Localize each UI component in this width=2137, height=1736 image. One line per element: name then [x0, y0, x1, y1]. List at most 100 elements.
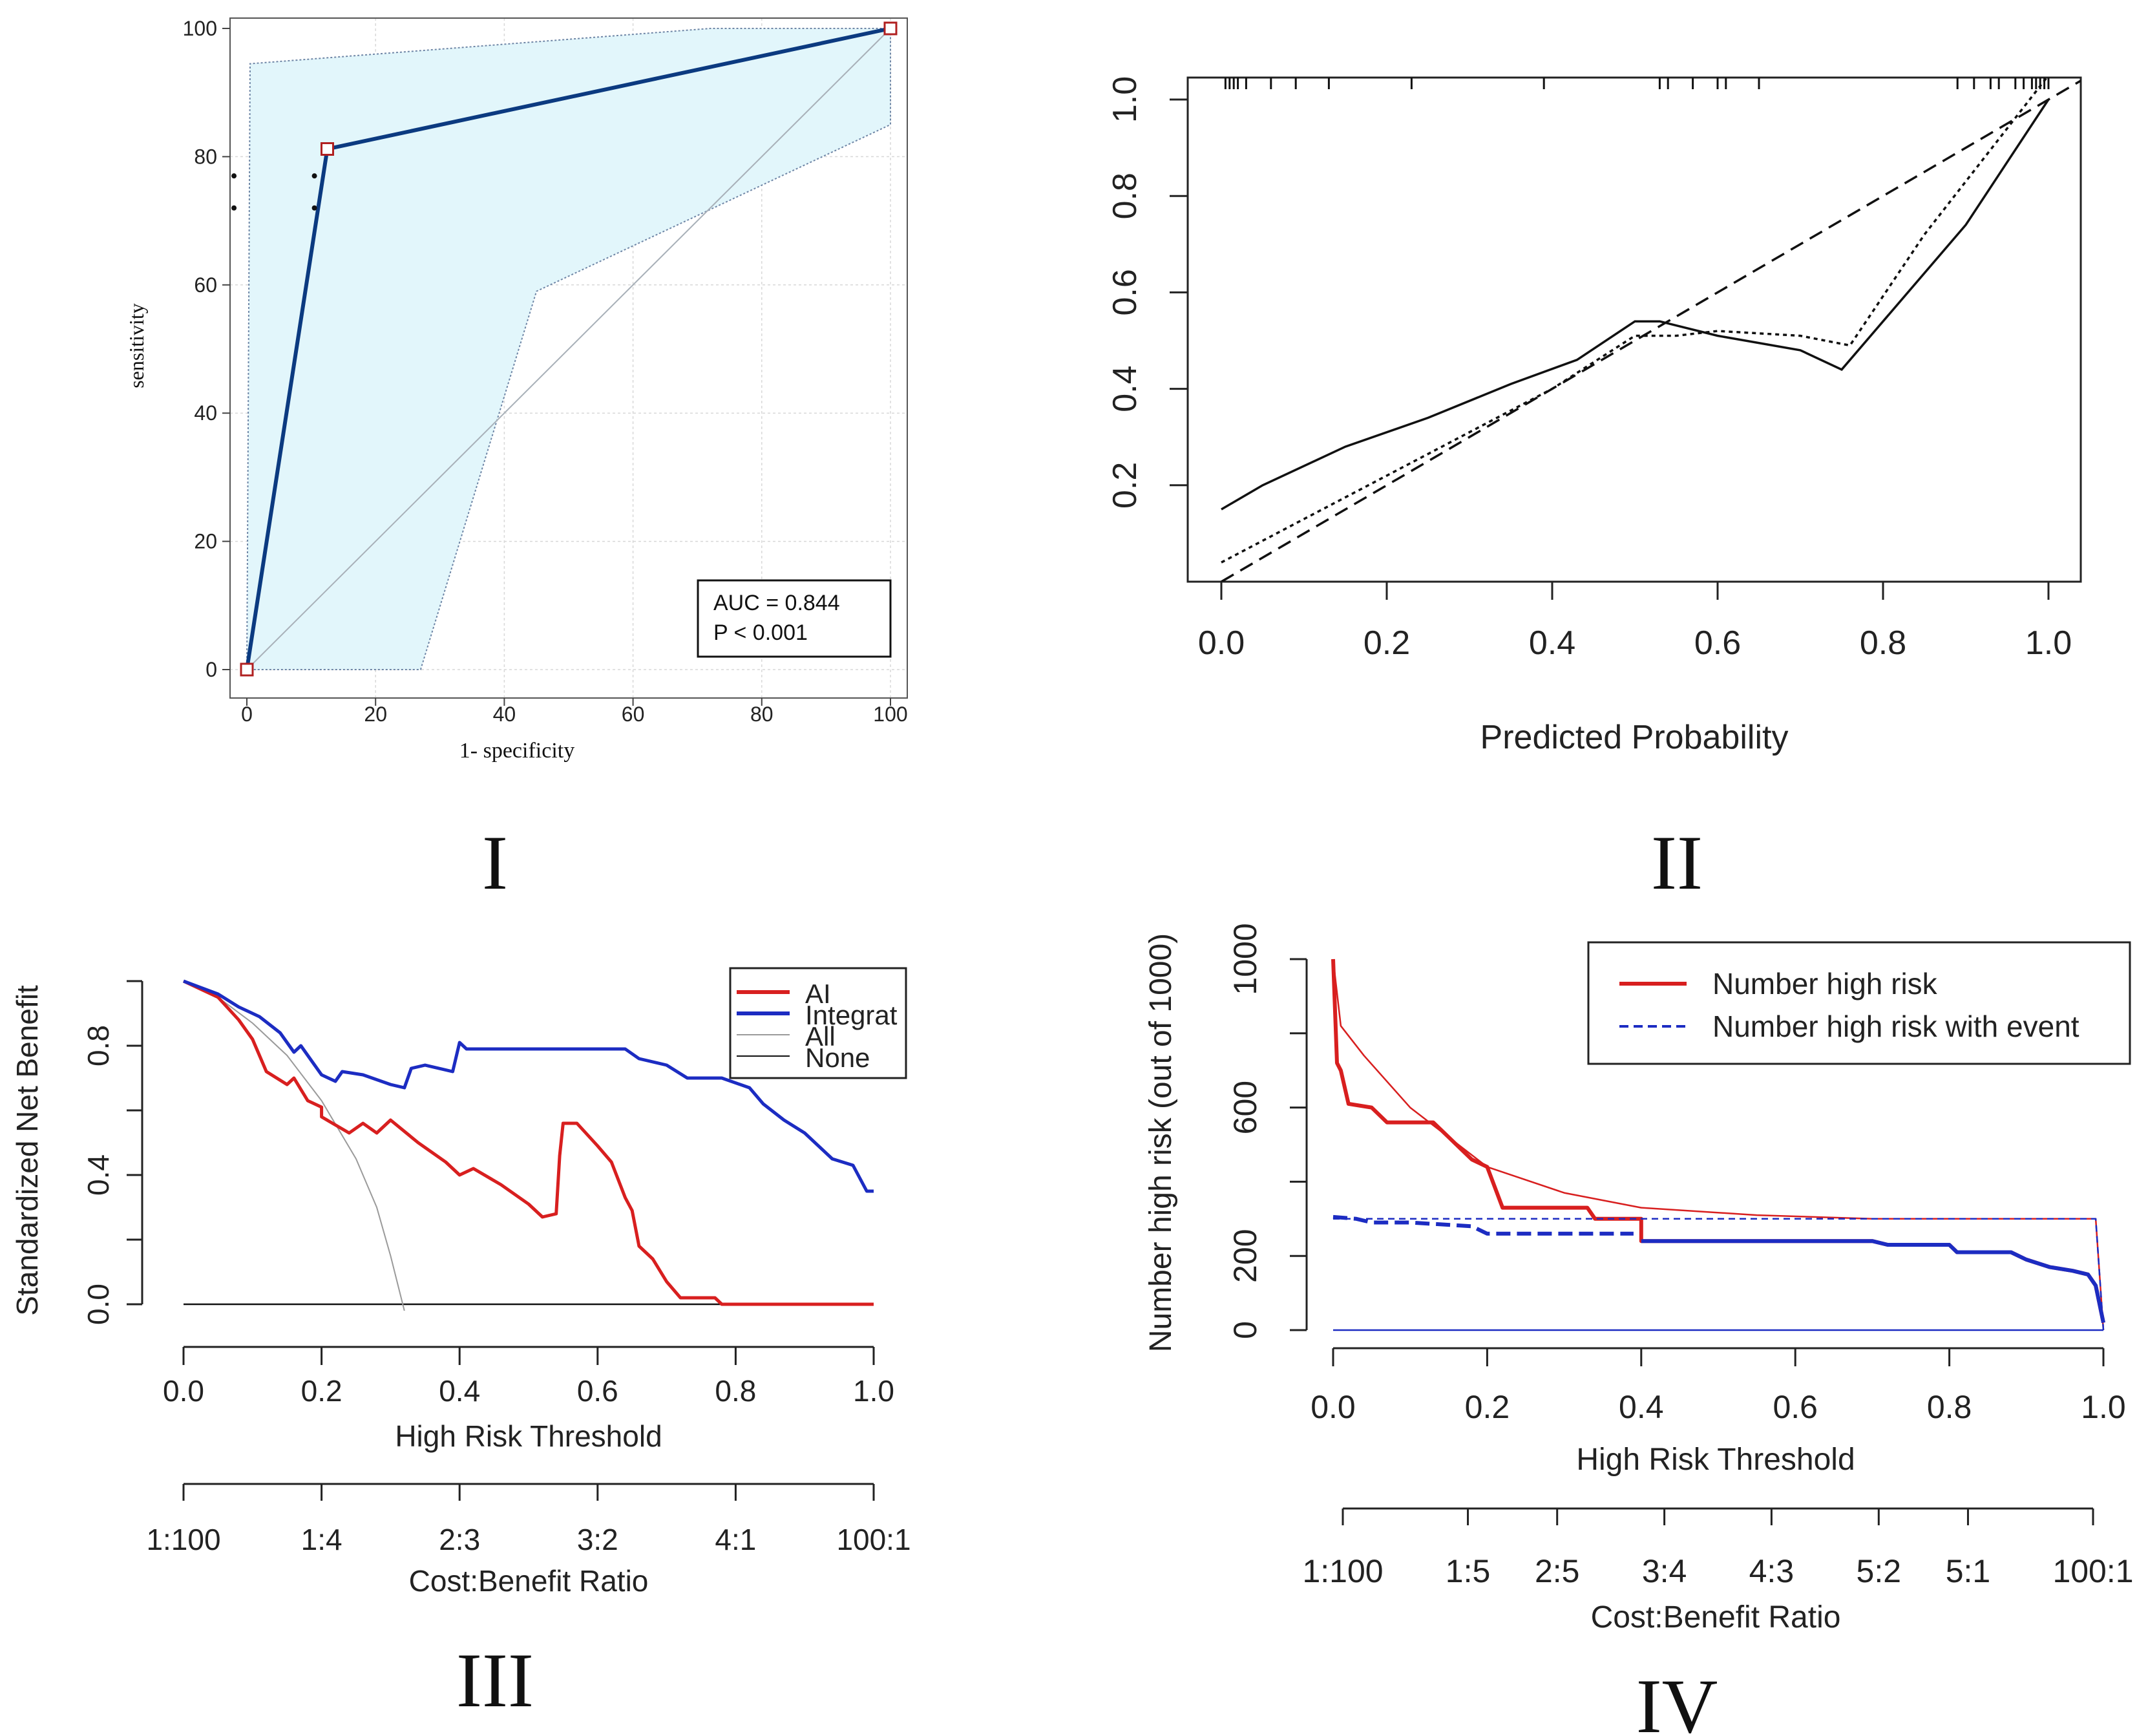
calibration-x-axis-label: Predicted Probability: [1480, 719, 1789, 756]
calibration-y-tick-label-0-8: 0.8: [1106, 173, 1144, 219]
roc-x-tick-label-40: 40: [493, 703, 516, 726]
dca-cost-benefit-tick-label-0: 1:100: [146, 1523, 220, 1556]
dca-line-all: [183, 980, 405, 1311]
roc-y-tick-label-100: 100: [183, 17, 217, 40]
panel-decision-curve: 0.0 0.2 0.4 0.6 0.8 1.0 0.0 0.4 0.8 High Risk Th…: [10, 967, 911, 1723]
roc-dot-0: [231, 173, 237, 179]
dca-cost-benefit-label: Cost:Benefit Ratio: [409, 1564, 649, 1598]
roc-x-tick-label-100: 100: [873, 703, 907, 726]
impact-cost-benefit-tick-label-7: 100:1: [2052, 1553, 2133, 1589]
roc-x-tick-label-60: 60: [622, 703, 645, 726]
calibration-x-tick-label-0-8: 0.8: [1860, 624, 1906, 662]
calibration-x-tick-label-0-6: 0.6: [1694, 624, 1741, 662]
dca-cost-benefit-tick-label-3: 3:2: [577, 1523, 618, 1556]
impact-y-tick-label-1000: 1000: [1227, 923, 1263, 995]
dca-legend: [729, 967, 907, 1079]
auc-annotation-line2: P < 0.001: [713, 620, 808, 645]
impact-x-tick-label-0-6: 0.6: [1773, 1389, 1818, 1425]
roc-y-tick-label-60: 60: [194, 273, 217, 297]
roc-y-tick-label-20: 20: [194, 530, 217, 553]
dca-cost-benefit-tick-label-1: 1:4: [301, 1523, 342, 1556]
impact-x-axis-label: High Risk Threshold: [1576, 1443, 1855, 1477]
impact-y-axis-label: Number high risk (out of 1000): [1144, 933, 1178, 1352]
impact-line-number-high-risk-thin: [1332, 958, 2105, 1331]
roc-point-marker-1: [321, 142, 334, 156]
calibration-y-tick-label-0-6: 0.6: [1106, 269, 1144, 315]
legend-none-label: None: [805, 1043, 870, 1073]
calibration-plot-frame: [1186, 76, 2082, 583]
impact-line-number-high-risk-with-event-steps: [1641, 1239, 2105, 1324]
dca-line-integrat: [183, 979, 874, 1193]
dca-x-tick-label-0-8: 0.8: [715, 1374, 756, 1408]
impact-cost-benefit-tick-label-5: 5:2: [1857, 1553, 1902, 1589]
roc-x-tick-label-80: 80: [750, 703, 774, 726]
impact-y-tick-label-0: 0: [1227, 1321, 1263, 1339]
dca-y-tick-label-0-8: 0.8: [81, 1025, 115, 1066]
impact-cost-benefit-tick-label-6: 5:1: [1946, 1553, 1991, 1589]
impact-x-tick-label-0-4: 0.4: [1619, 1389, 1664, 1425]
impact-cost-benefit-tick-label-1: 1:5: [1446, 1553, 1491, 1589]
dca-cost-benefit-tick-label-4: 4:1: [715, 1523, 756, 1556]
roc-x-tick-label-0: 0: [241, 703, 253, 726]
legend-all-label: All: [805, 1021, 836, 1052]
dca-cost-benefit-tick-label-2: 2:3: [439, 1523, 480, 1556]
calibration-lines: [1221, 78, 2081, 582]
dca-x-tick-label-0-0: 0.0: [163, 1374, 204, 1408]
dca-x-tick-label-0-6: 0.6: [577, 1374, 618, 1408]
dca-cost-benefit-tick-label-5: 100:1: [836, 1523, 911, 1556]
impact-x-tick-label-0-8: 0.8: [1927, 1389, 1972, 1425]
auc-annotation-line1: AUC = 0.844: [713, 591, 840, 615]
impact-cost-benefit-tick-label-3: 3:4: [1642, 1553, 1687, 1589]
panel-label-i: I: [482, 820, 508, 905]
dca-x-tick-label-1-0: 1.0: [853, 1374, 894, 1408]
dca-y-axis-label: Standardized Net Benefit: [10, 985, 44, 1316]
impact-y-tick-label-200: 200: [1227, 1229, 1263, 1282]
roc-reference-line: [246, 28, 891, 670]
impact-y-tick-label-600: 600: [1227, 1081, 1263, 1134]
calibration-y-tick-label-0-4: 0.4: [1106, 365, 1144, 412]
dca-x-tick-label-0-4: 0.4: [439, 1374, 480, 1408]
legend-high-risk-event-label: Number high risk with event: [1712, 1010, 2079, 1043]
roc-y-axis-label: sensitivity: [125, 303, 148, 388]
impact-cost-benefit-label: Cost:Benefit Ratio: [1591, 1600, 1841, 1635]
panel-roc: 0 20 40 60 80 100 0 20 40 60 80 100 AUC = 0.844 P <…: [125, 17, 908, 905]
impact-cost-benefit-tick-label-4: 4:3: [1749, 1553, 1795, 1589]
roc-dot-2: [311, 173, 317, 179]
panel-label-ii: II: [1651, 820, 1703, 905]
calibration-x-tick-label-0-0: 0.0: [1198, 624, 1245, 662]
roc-x-tick-label-20: 20: [364, 703, 387, 726]
roc-point-marker-0: [240, 662, 254, 677]
roc-dot-1: [231, 205, 237, 211]
calibration-y-tick-label-1-0: 1.0: [1106, 76, 1144, 123]
calibration-line-bias-corrected: [1221, 99, 2050, 511]
roc-x-axis-label: 1- specificity: [459, 739, 574, 763]
impact-x-tick-label-0-2: 0.2: [1465, 1389, 1510, 1425]
legend-ai-label: AI: [805, 979, 831, 1009]
calibration-y-tick-label-0-2: 0.2: [1106, 462, 1144, 509]
panel-label-iv: IV: [1636, 1663, 1718, 1736]
impact-cost-benefit-tick-label-0: 1:100: [1302, 1553, 1383, 1589]
dca-x-axis-label: High Risk Threshold: [395, 1419, 662, 1453]
calibration-x-tick-label-0-2: 0.2: [1363, 624, 1410, 662]
dca-y-tick-label-0-0: 0.0: [81, 1284, 115, 1325]
calibration-line-ideal: [1221, 79, 2081, 582]
calibration-x-tick-label-0-4: 0.4: [1529, 624, 1575, 662]
impact-cost-benefit-tick-label-2: 2:5: [1535, 1553, 1580, 1589]
dca-line-ai: [182, 979, 874, 1306]
auc-annotation-box: [697, 579, 892, 658]
impact-legend: [1587, 941, 2131, 1065]
panel-clinical-impact: 0.0 0.2 0.4 0.6 0.8 1.0 0 200 600 1000 High Risk …: [1144, 923, 2134, 1736]
legend-high-risk-label: Number high risk: [1712, 967, 1938, 1000]
panel-label-iii: III: [456, 1637, 534, 1723]
dca-x-tick-label-0-2: 0.2: [301, 1374, 342, 1408]
legend-integrat-label: Integrat: [805, 1000, 898, 1030]
roc-plot-frame: [229, 17, 908, 699]
roc-y-tick-label-80: 80: [194, 145, 217, 168]
calibration-line-apparent: [1221, 78, 2048, 564]
calibration-x-tick-label-1-0: 1.0: [2025, 624, 2072, 662]
impact-line-number-high-risk-with-event-thin: [1333, 1218, 2105, 1331]
roc-dot-3: [311, 205, 317, 211]
panel-calibration: 0.0 0.2 0.4 0.6 0.8 1.0 0.2 0.4 0.6 0.8 1.0 Predic…: [1106, 76, 2082, 905]
roc-point-marker-2: [883, 21, 898, 36]
